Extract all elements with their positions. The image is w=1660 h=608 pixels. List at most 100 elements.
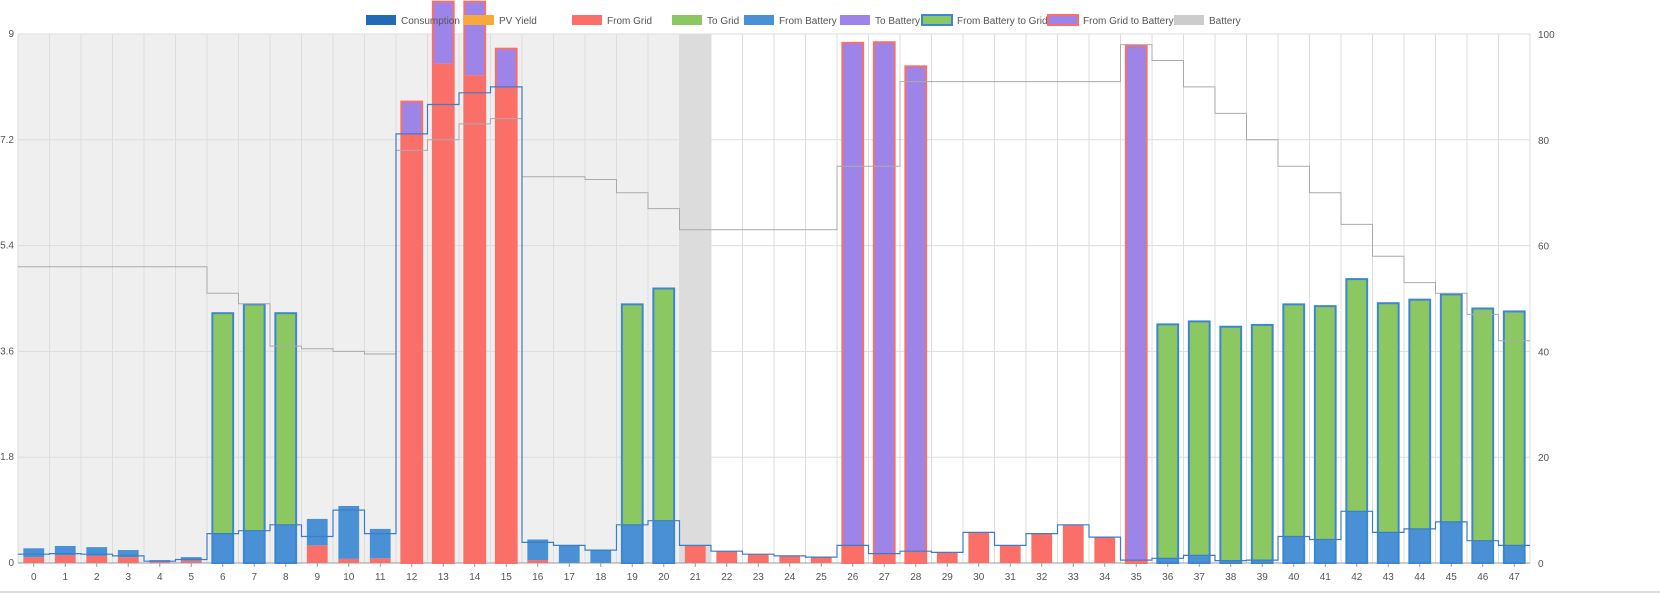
x-tick-label: 40 (1288, 572, 1300, 583)
from-grid-bar (842, 545, 864, 563)
x-tick-label: 39 (1257, 572, 1269, 583)
x-tick-label: 24 (784, 572, 796, 583)
x-tick-label: 30 (973, 572, 985, 583)
legend-label: From Grid (607, 16, 652, 27)
combined-bar-outline (211, 312, 235, 565)
from-battery-bar (117, 550, 139, 558)
from-battery-bar (212, 533, 234, 563)
combined-bar-outline (1187, 320, 1211, 564)
y-left-tick-label: 0 (8, 558, 14, 569)
from-battery-bar (1314, 539, 1336, 563)
x-tick-label: 7 (251, 572, 257, 583)
legend-swatch (840, 15, 870, 25)
y-right-tick-label: 80 (1538, 136, 1550, 147)
x-tick-label: 31 (1005, 572, 1017, 583)
x-tick-label: 18 (595, 572, 607, 583)
from-grid-bar (23, 557, 45, 563)
from-grid-bar (747, 554, 769, 563)
x-tick-label: 37 (1194, 572, 1206, 583)
from-grid-bar (432, 63, 454, 564)
from-grid-bar (495, 86, 517, 564)
combined-bar-outline (841, 41, 865, 565)
x-tick-label: 35 (1131, 572, 1143, 583)
from-grid-bar (117, 557, 139, 563)
from-grid-bar (527, 560, 549, 563)
x-tick-label: 17 (564, 572, 576, 583)
to-battery-bar (432, 1, 454, 64)
from-battery-bar (653, 520, 675, 563)
from-battery-bar (54, 545, 76, 556)
from-battery-bar (23, 548, 45, 558)
x-tick-label: 3 (125, 572, 131, 583)
to-battery-bar (873, 42, 895, 554)
combined-bar-outline (904, 65, 928, 564)
legend-label: To Battery (875, 16, 920, 27)
from-grid-bar (1031, 533, 1053, 563)
x-tick-label: 33 (1068, 572, 1080, 583)
from-grid-bar (905, 551, 927, 563)
to-grid-bar (1188, 321, 1210, 556)
shaded-region-layer (18, 34, 711, 563)
y-right-tick-label: 40 (1538, 347, 1550, 358)
combined-bar-outline (1250, 323, 1274, 565)
combined-bar-outline (620, 303, 644, 564)
from-grid-bar (180, 560, 202, 563)
combined-bar-outline (1156, 323, 1180, 564)
x-tick-label: 10 (343, 572, 355, 583)
from-battery-bar (180, 557, 202, 561)
x-tick-label: 29 (942, 572, 954, 583)
x-tick-label: 41 (1320, 572, 1332, 583)
lines-layer (18, 44, 1530, 562)
legend-label: From Battery (779, 16, 837, 27)
y-right-tick-label: 0 (1538, 559, 1544, 570)
x-tick-label: 27 (879, 572, 891, 583)
battery-soc-line (18, 44, 1530, 355)
legend-label: PV Yield (499, 16, 537, 27)
x-tick-label: 8 (283, 572, 289, 583)
to-battery-bar (1125, 45, 1147, 561)
from-grid-bar (810, 557, 832, 563)
to-grid-bar (212, 313, 234, 534)
from-grid-bar (1062, 524, 1084, 563)
from-battery-bar (1440, 521, 1462, 563)
x-tick-label: 26 (847, 572, 859, 583)
to-grid-bar (1251, 324, 1273, 561)
x-tick-label: 2 (94, 572, 100, 583)
from-battery-bar (306, 518, 328, 546)
from-battery-bar (275, 524, 297, 563)
combined-bar-outline (1471, 307, 1495, 564)
from-battery-bar (243, 530, 265, 563)
y-left-tick-label: 7.2 (0, 135, 14, 146)
combined-bar-outline (1124, 44, 1148, 564)
y-left-tick-label: 1.8 (0, 452, 14, 463)
to-battery-bar (464, 1, 486, 76)
from-battery-bar (1251, 560, 1273, 563)
legend-label: From Grid to Battery (1083, 16, 1174, 27)
from-battery-bar (369, 528, 391, 559)
to-grid-bar (275, 313, 297, 525)
combined-bar-outline (1502, 310, 1526, 565)
from-grid-bar (968, 532, 990, 563)
from-grid-bar (999, 545, 1021, 563)
from-grid-bar (1125, 560, 1147, 563)
legend-label: To Grid (707, 16, 739, 27)
x-tick-label: 16 (532, 572, 544, 583)
from-grid-bar (149, 561, 171, 563)
combined-bar-outline (431, 0, 455, 564)
to-grid-bar (1503, 311, 1525, 546)
x-tick-label: 14 (469, 572, 481, 583)
from-battery-bar (1283, 536, 1305, 563)
from-grid-bar (369, 558, 391, 563)
x-tick-label: 0 (31, 572, 37, 583)
to-grid-bar (1283, 304, 1305, 537)
from-battery-bar (558, 545, 580, 563)
x-tick-label: 15 (501, 572, 513, 583)
y-right-tick-label: 20 (1538, 453, 1550, 464)
legend-swatch (744, 15, 774, 25)
x-tick-label: 20 (658, 572, 670, 583)
combined-bar-outline (1219, 325, 1243, 565)
to-battery-bar (495, 48, 517, 87)
x-tick-label: 23 (753, 572, 765, 583)
